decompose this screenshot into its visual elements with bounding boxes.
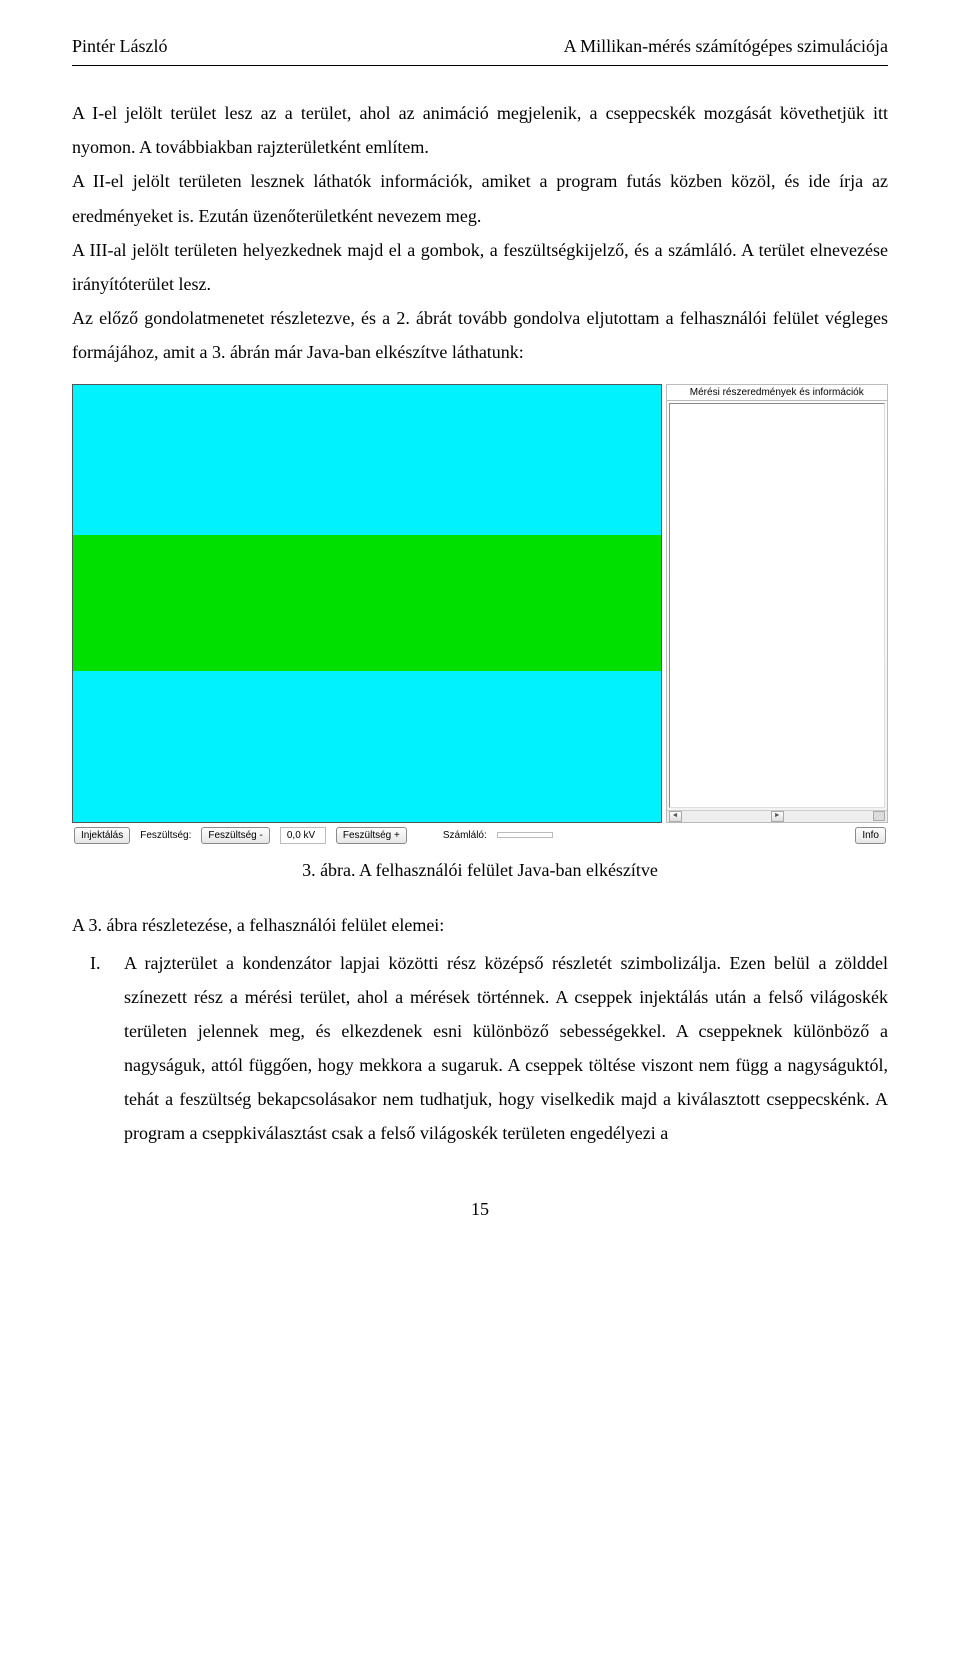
resize-grip-icon[interactable]	[873, 811, 885, 821]
header-author: Pintér László	[72, 36, 167, 57]
figure-java-ui: Mérési részeredmények és információk ◄ ►…	[72, 384, 888, 844]
header-title: A Millikan-mérés számítógépes szimuláció…	[564, 36, 888, 57]
canvas-lower-region	[73, 671, 661, 822]
counter-display	[497, 832, 553, 838]
canvas-upper-region	[73, 385, 661, 536]
control-toolbar: Injektálás Feszültség: Feszültség - 0,0 …	[72, 823, 888, 844]
paragraph-2b: A III-al jelölt területen helyezkednek m…	[72, 233, 888, 301]
inject-button[interactable]: Injektálás	[74, 827, 130, 844]
counter-label: Számláló:	[443, 830, 487, 841]
figure-caption: 3. ábra. A felhasználói felület Java-ban…	[72, 860, 888, 881]
scroll-right-icon[interactable]: ►	[771, 811, 784, 822]
paragraph-2a: A II-el jelölt területen lesznek látható…	[72, 164, 888, 232]
list-marker-roman: I.	[90, 946, 110, 1151]
info-panel-body	[669, 403, 885, 808]
canvas-measure-region	[73, 535, 661, 671]
paragraph-1: A I-el jelölt terület lesz az a terület,…	[72, 96, 888, 164]
info-panel-scrollbar[interactable]: ◄ ►	[667, 810, 887, 822]
voltage-plus-button[interactable]: Feszültség +	[336, 827, 407, 844]
voltage-display: 0,0 kV	[280, 827, 326, 844]
info-button[interactable]: Info	[855, 827, 886, 844]
info-panel: Mérési részeredmények és információk ◄ ►	[666, 384, 888, 823]
voltage-minus-button[interactable]: Feszültség -	[201, 827, 269, 844]
info-panel-title: Mérési részeredmények és információk	[667, 385, 887, 401]
list-item-1: A rajzterület a kondenzátor lapjai közöt…	[124, 946, 888, 1151]
voltage-label: Feszültség:	[140, 830, 191, 841]
page-number: 15	[72, 1199, 888, 1220]
drawing-canvas	[72, 384, 662, 823]
section-heading: A 3. ábra részletezése, a felhasználói f…	[72, 915, 888, 936]
paragraph-3: Az előző gondolatmenetet részletezve, és…	[72, 301, 888, 369]
header-rule	[72, 65, 888, 66]
scroll-left-icon[interactable]: ◄	[669, 811, 682, 822]
